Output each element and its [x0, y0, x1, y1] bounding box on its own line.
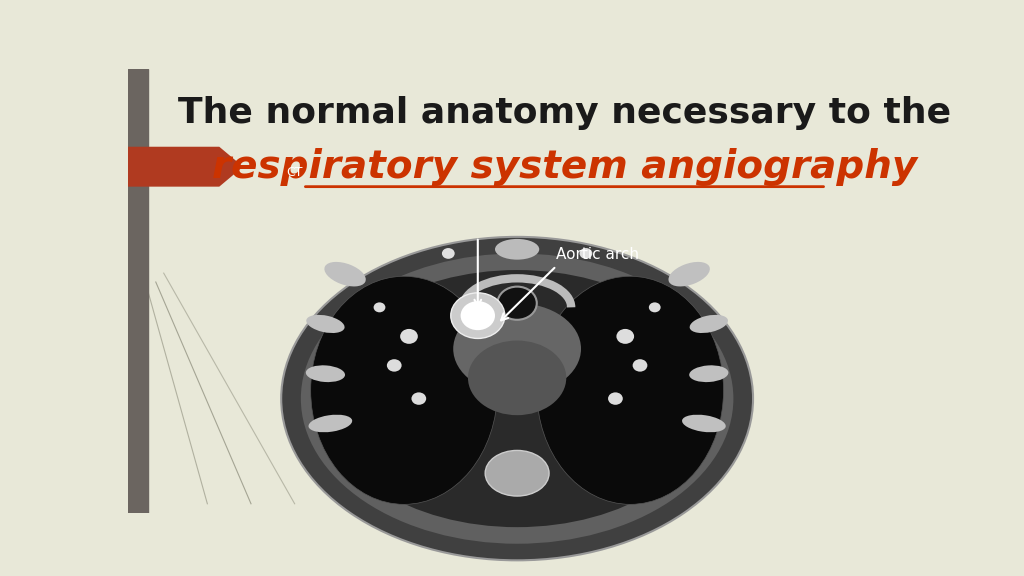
Ellipse shape: [282, 237, 753, 560]
Text: CT: CT: [286, 166, 303, 179]
Ellipse shape: [689, 315, 728, 333]
Circle shape: [451, 293, 505, 339]
Bar: [128, 69, 147, 513]
Circle shape: [608, 392, 623, 405]
Polygon shape: [128, 147, 243, 187]
Circle shape: [374, 302, 385, 312]
Text: The normal anatomy necessary to the: The normal anatomy necessary to the: [178, 96, 951, 131]
Circle shape: [461, 301, 495, 330]
Circle shape: [580, 248, 592, 259]
Ellipse shape: [325, 262, 366, 286]
Circle shape: [442, 248, 455, 259]
Ellipse shape: [308, 415, 352, 432]
Ellipse shape: [468, 340, 566, 415]
Circle shape: [498, 287, 537, 320]
Circle shape: [400, 329, 418, 344]
Ellipse shape: [689, 365, 728, 382]
Ellipse shape: [306, 365, 345, 382]
Text: Aortic arch: Aortic arch: [556, 247, 639, 262]
Circle shape: [649, 302, 660, 312]
Circle shape: [412, 392, 426, 405]
Ellipse shape: [495, 239, 540, 260]
Ellipse shape: [321, 270, 714, 527]
Ellipse shape: [301, 253, 733, 544]
Ellipse shape: [682, 415, 726, 432]
Ellipse shape: [454, 303, 581, 395]
Circle shape: [633, 359, 647, 372]
Circle shape: [387, 359, 401, 372]
Text: respiratory system angiography: respiratory system angiography: [212, 147, 918, 185]
Ellipse shape: [485, 450, 549, 496]
Ellipse shape: [306, 315, 345, 333]
Ellipse shape: [310, 276, 498, 505]
Ellipse shape: [669, 262, 710, 286]
Circle shape: [616, 329, 634, 344]
Ellipse shape: [537, 276, 724, 505]
